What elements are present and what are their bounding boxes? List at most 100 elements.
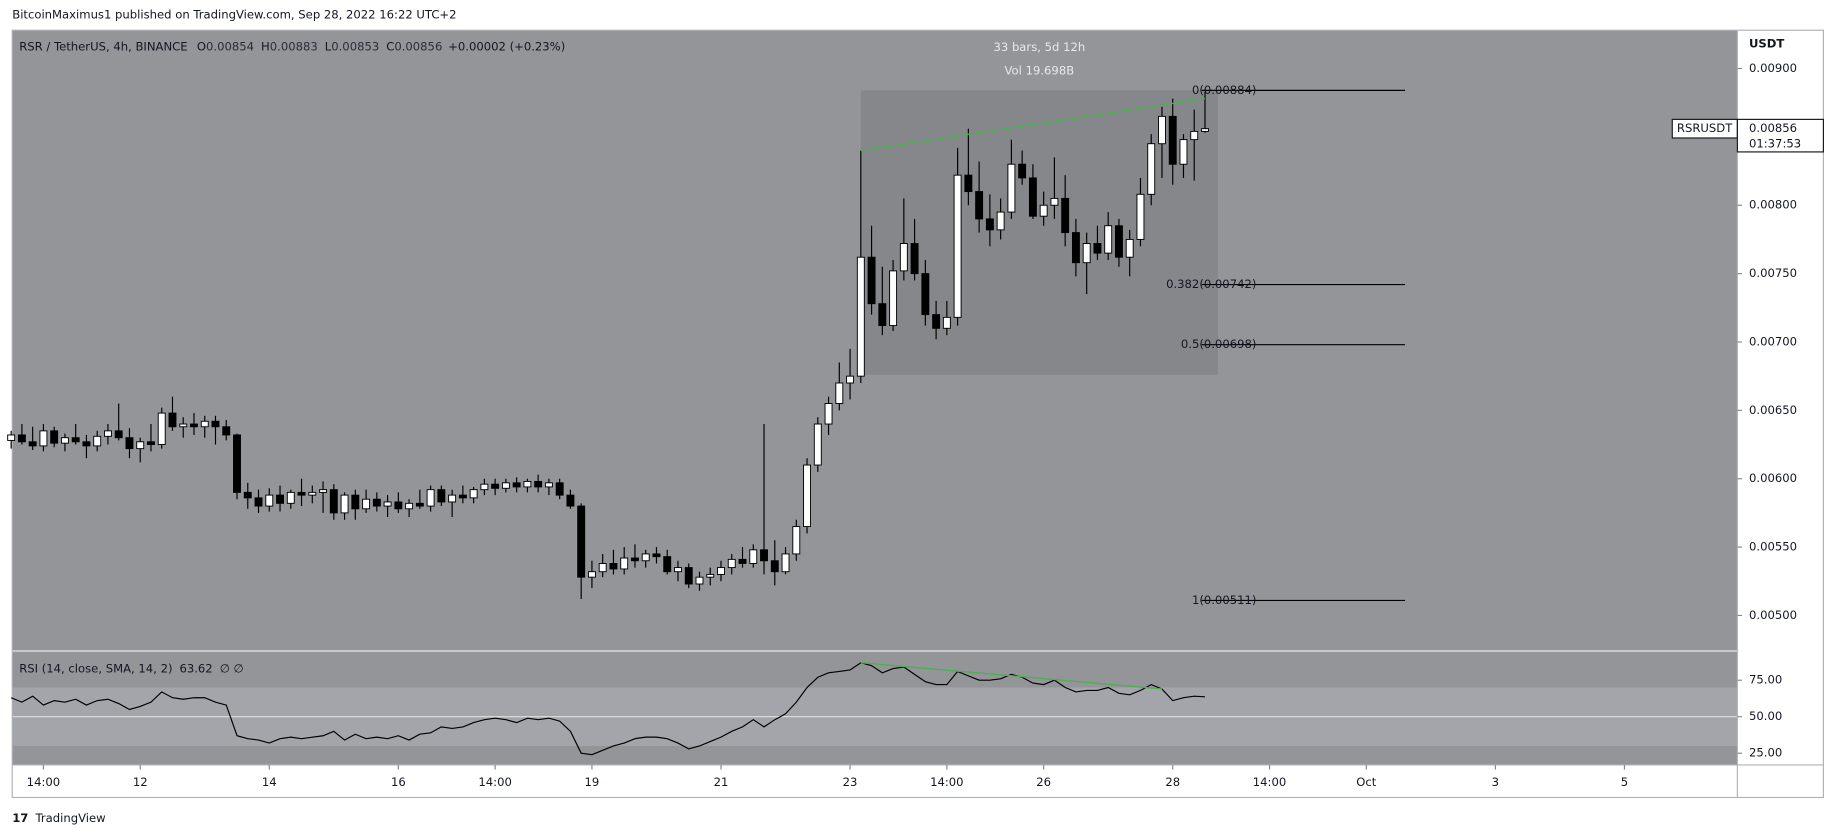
candle-body [168, 412, 177, 428]
candle-body [695, 576, 704, 585]
candle-body [469, 489, 478, 499]
candle-body [975, 191, 984, 220]
candle-body [1168, 115, 1177, 165]
price-tag-box [1736, 118, 1824, 153]
candle-body [899, 243, 908, 272]
rsi-line [10, 662, 1205, 756]
candle-body [362, 498, 371, 510]
candle-body [372, 498, 381, 507]
ohlc-value: 0.00856 [394, 39, 442, 53]
candle-body [1114, 225, 1123, 258]
x-tick-label: 16 [391, 775, 406, 789]
candle-body [7, 434, 16, 441]
candle-body [308, 491, 317, 496]
candle-body [631, 557, 639, 562]
axis-unit: USDT [1749, 37, 1784, 51]
rsi-legend: RSI (14, close, SMA, 14, 2) 63.62 ∅ ∅ [19, 661, 243, 675]
footer-logo: 17 [12, 811, 28, 825]
candle-body [587, 571, 596, 578]
y-tick-label: 0.00900 [1749, 61, 1797, 75]
candle-body [28, 441, 37, 447]
x-tick-label: Oct [1356, 775, 1377, 789]
candle-body [383, 501, 392, 507]
fib-label: 0.5(0.00698) [1181, 337, 1257, 351]
candle-body [512, 482, 521, 488]
x-tick-label: 14 [262, 775, 277, 789]
x-tick-label: 21 [714, 775, 729, 789]
candle-body [932, 314, 941, 329]
candle-body [276, 494, 284, 504]
candle-body [1007, 163, 1016, 213]
candle-body [641, 553, 650, 562]
ohlc-value: 0.00853 [331, 39, 379, 53]
candle-body [60, 437, 69, 444]
candle-body [760, 549, 768, 562]
candle-body [415, 502, 424, 507]
candle-body [577, 505, 586, 578]
candle-body [243, 491, 252, 499]
symbol-legend: RSR / TetherUS, 4h, BINANCE O0.00854 H0.00… [19, 39, 565, 53]
symbol-tag: RSRUSDT [1677, 121, 1733, 135]
candle-body [254, 497, 263, 507]
fib-label: 0(0.00884) [1192, 83, 1256, 97]
candle-body [448, 494, 457, 503]
candle-body [480, 483, 489, 491]
candle-body [71, 437, 80, 443]
candle-body [82, 441, 91, 447]
candle-body [1071, 232, 1080, 264]
fib-label: 0.382(0.00742) [1166, 277, 1256, 291]
candle-body [1158, 115, 1166, 145]
fib-label: 1(0.00511) [1192, 593, 1256, 607]
candle-body [835, 382, 844, 404]
rsi-extra: ∅ ∅ [220, 661, 244, 675]
candle-body [803, 464, 811, 528]
ohlc-key: C [386, 39, 394, 53]
x-tick-label: 14:00 [1253, 775, 1286, 789]
pane-border [11, 29, 1824, 799]
candle-body [39, 430, 48, 447]
candle-body [501, 482, 510, 489]
candle-body [1050, 197, 1059, 206]
symbol-title: RSR / TetherUS, 4h, BINANCE [19, 39, 187, 53]
candle-body [770, 560, 779, 573]
candle-body [878, 303, 887, 327]
x-tick-label: 3 [1492, 775, 1499, 789]
candle-body [674, 567, 682, 573]
candle-body [620, 557, 629, 570]
ohlc-key: H [261, 39, 270, 53]
candle-body [867, 256, 876, 305]
range-box-volume: Vol 19.698B [1005, 63, 1075, 77]
candle-body [598, 563, 607, 573]
candle-body [1179, 139, 1188, 165]
candle-body [1125, 238, 1134, 258]
candle-body [114, 430, 123, 439]
candle-body [211, 420, 220, 428]
candle-body [964, 174, 973, 193]
x-tick-label: 14:00 [27, 775, 60, 789]
candle-body [1201, 128, 1209, 132]
candle-body [792, 526, 801, 555]
x-tick-label: 19 [585, 775, 600, 789]
candle-body [1093, 243, 1102, 254]
candle-body [706, 573, 715, 578]
candle-body [394, 501, 403, 510]
candle-body [437, 489, 446, 503]
footer-brand: TradingView [34, 811, 105, 825]
candle-body [147, 441, 155, 445]
candle-body [319, 489, 328, 493]
candle-body [1136, 193, 1145, 240]
y-tick-label: 0.00700 [1749, 334, 1797, 348]
candle-body [136, 441, 145, 450]
range-box-label: 33 bars, 5d 12h [993, 40, 1085, 54]
candle-body [103, 430, 112, 437]
candle-body [684, 567, 693, 585]
candle-body [265, 494, 274, 507]
candle-body [846, 375, 855, 384]
x-tick-label: 5 [1621, 775, 1628, 789]
x-tick-label: 26 [1036, 775, 1051, 789]
ohlc-key: L [325, 39, 332, 53]
y-tick-label: 0.00750 [1749, 266, 1797, 280]
candle-body [329, 489, 338, 514]
rsi-y-tick-label: 25.00 [1749, 746, 1782, 760]
